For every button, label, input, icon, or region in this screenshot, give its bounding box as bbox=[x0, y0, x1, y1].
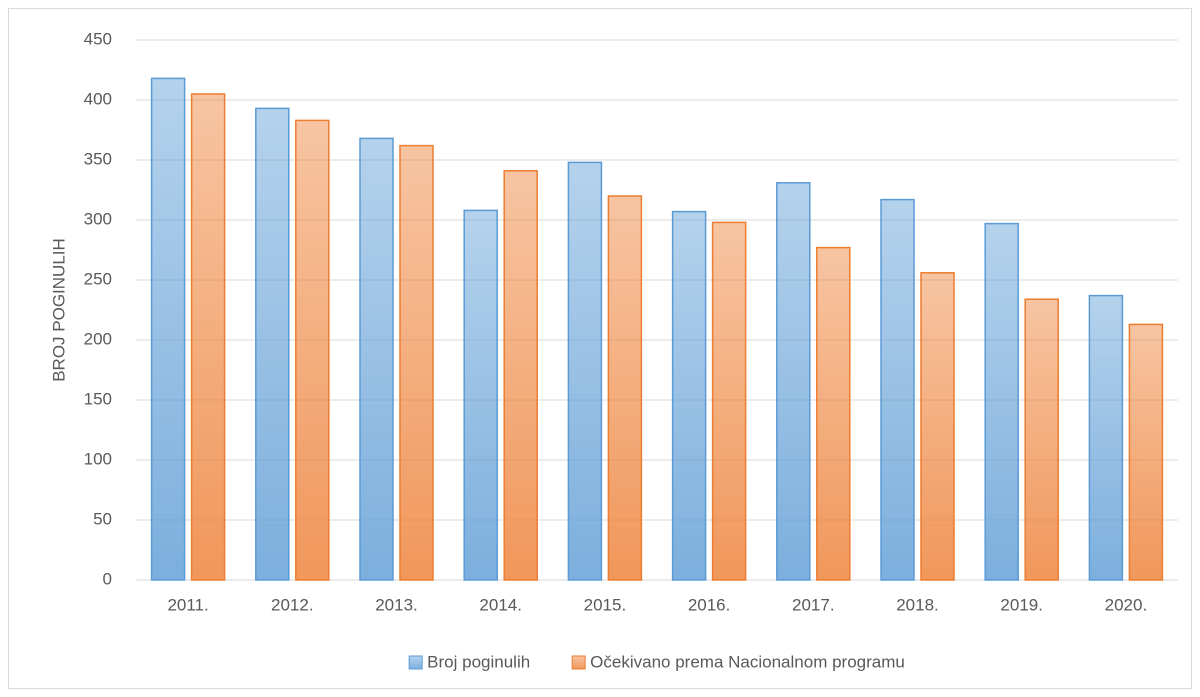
y-tick-label: 450 bbox=[84, 29, 112, 48]
bar bbox=[399, 144, 434, 581]
x-tick-label: 2019. bbox=[1000, 595, 1043, 614]
legend: Broj poginulih Očekivano prema Nacionalno… bbox=[408, 652, 905, 671]
bar bbox=[255, 107, 290, 581]
bar bbox=[567, 161, 603, 581]
bar bbox=[816, 246, 851, 581]
x-tick-label: 2016. bbox=[688, 595, 731, 614]
x-tick-label: 2015. bbox=[584, 595, 627, 614]
x-tick-label: 2017. bbox=[792, 595, 835, 614]
bar bbox=[607, 195, 643, 581]
legend-label: Broj poginulih bbox=[427, 652, 530, 671]
bar bbox=[463, 209, 498, 581]
bar bbox=[920, 272, 955, 581]
bar bbox=[711, 221, 747, 581]
bar bbox=[880, 198, 915, 581]
bar bbox=[1024, 298, 1059, 581]
legend-swatch bbox=[408, 655, 423, 670]
bar bbox=[984, 222, 1019, 581]
x-tick-label: 2011. bbox=[167, 595, 208, 614]
y-tick-label: 50 bbox=[93, 509, 112, 528]
x-tick-label: 2012. bbox=[271, 595, 314, 614]
y-tick-label: 250 bbox=[84, 269, 112, 288]
bar bbox=[1128, 323, 1164, 581]
bar bbox=[503, 170, 538, 581]
legend-swatch bbox=[571, 655, 586, 670]
y-tick-label: 350 bbox=[84, 149, 112, 168]
y-tick-label: 0 bbox=[103, 569, 112, 588]
y-tick-label: 300 bbox=[84, 209, 112, 228]
legend-label: Očekivano prema Nacionalnom programu bbox=[590, 652, 905, 671]
x-tick-label: 2020. bbox=[1105, 595, 1148, 614]
x-tick-label: 2014. bbox=[479, 595, 522, 614]
bar bbox=[671, 210, 707, 581]
y-tick-label: 400 bbox=[84, 89, 112, 108]
bar bbox=[295, 119, 330, 581]
y-tick-label: 150 bbox=[84, 389, 112, 408]
bar bbox=[190, 93, 226, 581]
bar bbox=[776, 182, 811, 581]
bar bbox=[150, 77, 186, 581]
bar bbox=[359, 137, 394, 581]
y-axis-label: BROJ POGINULIH bbox=[49, 238, 68, 382]
y-tick-label: 100 bbox=[84, 449, 112, 468]
x-tick-label: 2018. bbox=[896, 595, 939, 614]
y-tick-label: 200 bbox=[84, 329, 112, 348]
bar bbox=[1088, 294, 1124, 581]
x-tick-label: 2013. bbox=[375, 595, 418, 614]
